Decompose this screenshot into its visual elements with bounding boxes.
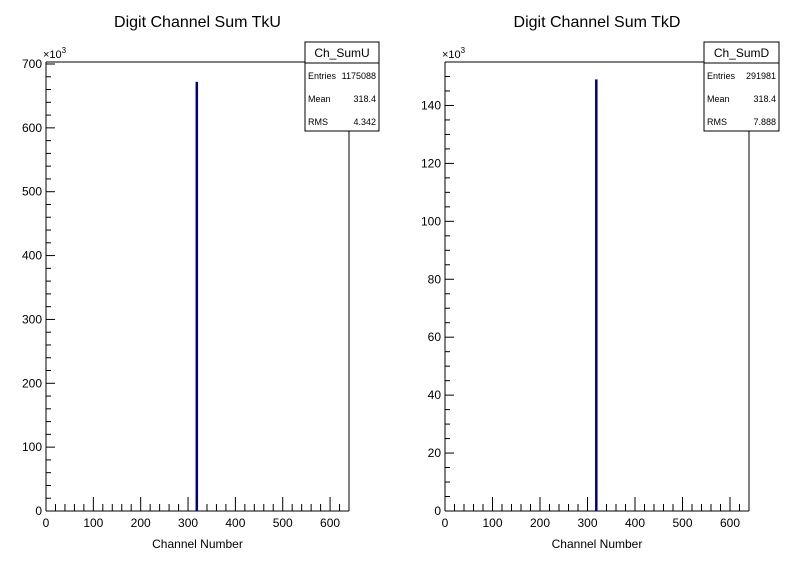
x-tick-label: 600 xyxy=(720,516,740,530)
y-multiplier-exponent: 3 xyxy=(461,46,466,55)
x-tick-label: 0 xyxy=(442,516,449,530)
x-tick-label: 400 xyxy=(225,516,245,530)
x-tick-label: 300 xyxy=(577,516,597,530)
x-tick-label: 200 xyxy=(131,516,151,530)
stats-row-label: Mean xyxy=(707,94,730,104)
stats-box-name: Ch_SumD xyxy=(714,46,770,60)
y-multiplier-label: ×103 xyxy=(43,46,67,61)
chart-title: Digit Channel Sum TkU xyxy=(114,14,281,31)
y-tick-label: 120 xyxy=(421,156,441,170)
pad-right: Digit Channel Sum TkD 0 100 200 300 400 500 600… xyxy=(398,0,796,574)
y-tick-label: 600 xyxy=(22,121,42,135)
y-tick-label: 140 xyxy=(421,98,441,112)
x-tick-label: 500 xyxy=(672,516,692,530)
stats-row-label: RMS xyxy=(308,117,328,127)
y-tick-label: 400 xyxy=(22,249,42,263)
y-tick-label: 0 xyxy=(35,504,42,518)
y-tick-label: 40 xyxy=(428,388,442,402)
x-tick-label: 500 xyxy=(273,516,293,530)
y-multiplier-base: ×10 xyxy=(43,49,62,61)
x-tick-label: 200 xyxy=(530,516,550,530)
histogram-ch-sumu: Digit Channel Sum TkU 0 100 200 300 400 500 600… xyxy=(22,14,380,551)
pad-left: Digit Channel Sum TkU 0 100 200 300 400 500 600… xyxy=(0,0,398,574)
histogram-bin xyxy=(195,81,199,511)
y-multiplier-base: ×10 xyxy=(442,49,461,61)
x-tick-label: 400 xyxy=(625,516,645,530)
stats-box xyxy=(703,41,780,132)
stats-row-label: Entries xyxy=(308,71,337,81)
histogram-bin xyxy=(595,79,598,511)
x-tick-label: 0 xyxy=(43,516,50,530)
y-tick-label: 700 xyxy=(22,57,42,71)
stats-row-label: RMS xyxy=(707,117,727,127)
y-multiplier-label: ×103 xyxy=(442,46,466,61)
y-multiplier-exponent: 3 xyxy=(62,46,67,55)
y-tick-label: 200 xyxy=(22,376,42,390)
stats-row-value: 7.888 xyxy=(753,117,776,127)
y-tick-label: 500 xyxy=(22,185,42,199)
chart-title: Digit Channel Sum TkD xyxy=(514,14,681,31)
stats-row-value: 318.4 xyxy=(753,94,776,104)
x-axis-label: Channel Number xyxy=(552,537,643,551)
y-tick-label: 20 xyxy=(428,446,442,460)
y-tick-label: 100 xyxy=(421,214,441,228)
stats-row-value: 318.4 xyxy=(353,94,376,104)
stats-row-value: 4.342 xyxy=(353,117,376,127)
stats-row-value: 1175088 xyxy=(342,71,376,81)
stats-box-name: Ch_SumU xyxy=(314,46,369,60)
stats-box xyxy=(304,41,380,132)
y-tick-label: 300 xyxy=(22,312,42,326)
y-tick-label: 0 xyxy=(434,504,441,518)
stats-row-value: 291981 xyxy=(746,71,776,81)
x-axis-label: Channel Number xyxy=(152,537,243,551)
x-tick-label: 100 xyxy=(482,516,502,530)
x-tick-label: 100 xyxy=(83,516,103,530)
stats-row-label: Mean xyxy=(308,94,331,104)
y-tick-label: 80 xyxy=(428,272,442,286)
x-tick-label: 300 xyxy=(178,516,198,530)
y-tick-label: 100 xyxy=(22,440,42,454)
x-tick-label: 600 xyxy=(320,516,340,530)
stats-row-label: Entries xyxy=(707,71,736,81)
y-tick-label: 60 xyxy=(428,330,442,344)
